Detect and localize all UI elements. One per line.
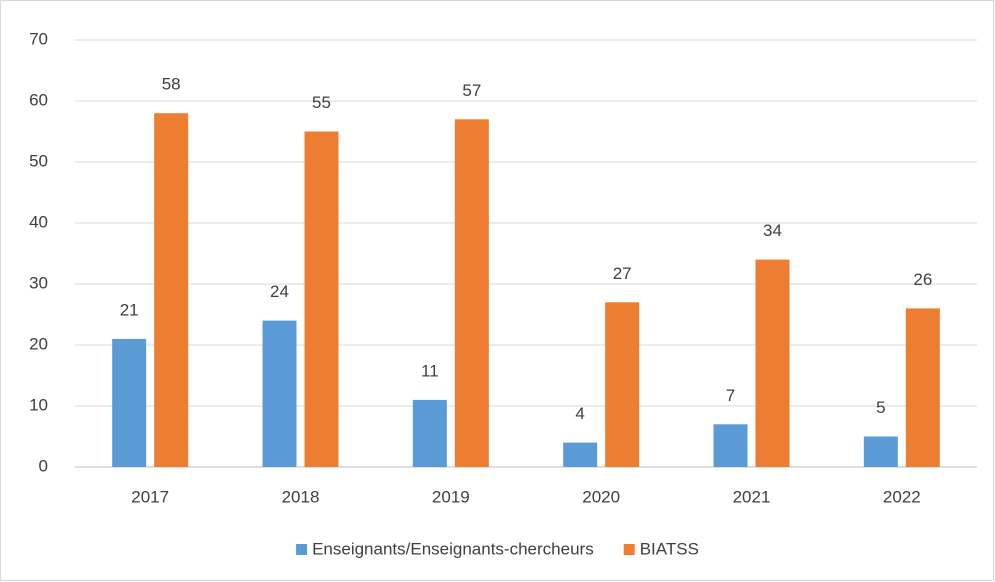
y-tick-label: 40 [29, 212, 48, 231]
bar [454, 119, 489, 468]
bar [713, 424, 748, 467]
y-tick-label: 0 [39, 456, 48, 475]
data-label: 34 [763, 221, 782, 240]
bar [605, 302, 640, 467]
x-tick-label: 2019 [432, 487, 470, 506]
data-label: 5 [876, 398, 885, 417]
data-label: 7 [726, 386, 735, 405]
legend-swatch [623, 544, 635, 555]
bar [412, 399, 447, 467]
x-tick-label: 2017 [131, 487, 169, 506]
y-tick-label: 70 [29, 29, 48, 48]
bar [154, 113, 189, 467]
legend-label: BIATSS [640, 539, 699, 558]
bar [905, 308, 940, 467]
bar [304, 131, 339, 467]
x-tick-label: 2022 [883, 487, 921, 506]
legend-label: Enseignants/Enseignants-chercheurs [312, 539, 594, 558]
data-label: 26 [913, 270, 932, 289]
data-label: 11 [421, 361, 439, 380]
x-tick-label: 2020 [582, 487, 620, 506]
bar [563, 442, 598, 467]
x-tick-label: 2018 [282, 487, 320, 506]
data-label: 4 [575, 404, 584, 423]
y-tick-label: 10 [29, 395, 48, 414]
legend-swatch [296, 544, 308, 555]
bar [112, 338, 147, 467]
y-tick-label: 60 [29, 90, 48, 109]
data-label: 27 [613, 264, 632, 283]
bar [262, 320, 297, 467]
data-label: 24 [270, 282, 289, 301]
y-tick-label: 20 [29, 334, 48, 353]
bar [755, 259, 790, 467]
data-label: 57 [462, 81, 481, 100]
data-label: 55 [312, 93, 331, 112]
y-tick-label: 30 [29, 273, 48, 292]
data-label: 21 [120, 300, 139, 319]
y-tick-label: 50 [29, 151, 48, 170]
data-label: 58 [162, 75, 181, 94]
x-tick-label: 2021 [733, 487, 771, 506]
bar [863, 436, 898, 467]
